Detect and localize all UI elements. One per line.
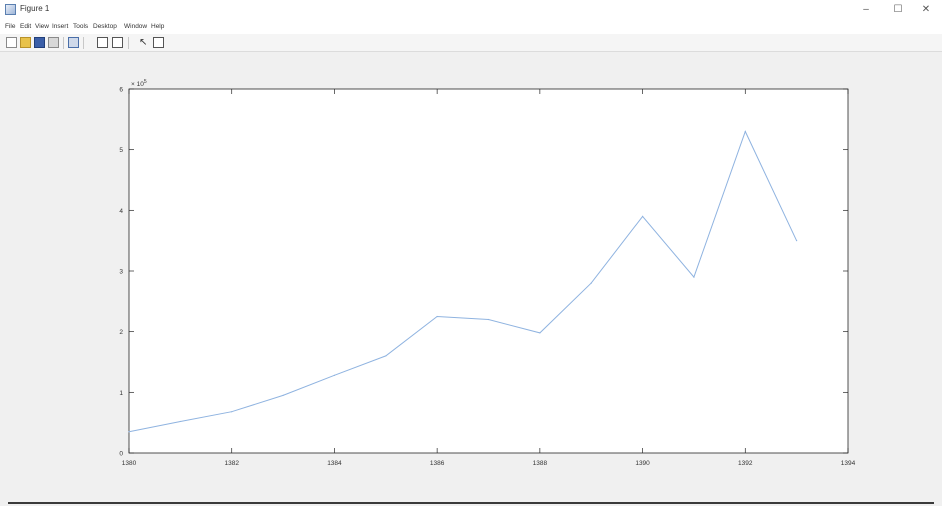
y-tick-label: 0 [119, 451, 123, 458]
menu-tools[interactable]: Tools [73, 23, 89, 30]
figure-toolbar: ↖ [0, 34, 942, 52]
matlab-figure-icon [5, 4, 16, 15]
data-point [179, 420, 181, 423]
menu-edit[interactable]: Edit [20, 23, 32, 30]
window-bottom-border [8, 502, 934, 504]
data-point [282, 394, 284, 396]
x-tick-label: 1380 [122, 460, 137, 467]
x-tick-label: 1386 [430, 460, 445, 467]
y-tick-label: 4 [119, 208, 123, 215]
data-point [744, 130, 746, 133]
y-tick-label: 5 [119, 147, 123, 154]
data-point [128, 431, 130, 433]
menu-insert[interactable]: Insert [52, 23, 69, 30]
y-tick-label: 2 [119, 329, 123, 336]
window-title: Figure 1 [20, 4, 50, 13]
axis-ticks [128, 88, 849, 454]
data-point [385, 355, 387, 357]
line-plot: 1380 1382 1384 1386 1388 1390 1392 13940123456 … [119, 79, 855, 468]
x-tick-label: 1384 [327, 460, 342, 467]
tick-labels: 1380 1382 1384 1386 1388 1390 1392 1394 0 1 2 3 4 5 6 [119, 87, 855, 468]
menu-desktop[interactable]: Desktop [93, 23, 117, 30]
y-exponent-label: × 105 [131, 79, 147, 88]
menu-view[interactable]: View [35, 23, 49, 30]
save-icon[interactable] [34, 37, 45, 48]
toolbar-separator [83, 37, 84, 49]
show-plot-tools-icon[interactable] [153, 37, 164, 48]
data-point [487, 318, 490, 321]
data-point [796, 240, 798, 242]
new-figure-icon[interactable] [6, 37, 17, 48]
title-bar: Figure 1 – ☐ ✕ [0, 0, 942, 20]
x-tick-label: 1394 [841, 460, 856, 467]
data-point [641, 215, 644, 217]
data-point [231, 411, 233, 413]
y-tick-label: 3 [119, 269, 123, 276]
toolbar-separator [63, 37, 64, 49]
x-tick-label: 1388 [533, 460, 548, 467]
open-file-icon[interactable] [20, 37, 31, 48]
figure-canvas: 1380 1382 1384 1386 1388 1390 1392 1394 0 1 2 3 4 5 6 … [0, 52, 942, 506]
data-points [128, 130, 798, 433]
insert-legend-icon[interactable] [112, 37, 123, 48]
x-tick-label: 1392 [738, 460, 753, 467]
minimize-button[interactable]: – [863, 4, 869, 15]
link-plot-icon[interactable] [68, 37, 79, 48]
y-tick-label: 6 [119, 87, 123, 94]
x-tick-label: 1390 [635, 460, 650, 467]
close-button[interactable]: ✕ [921, 4, 931, 15]
x-tick-label: 1382 [224, 460, 239, 467]
maximize-button[interactable]: ☐ [893, 4, 903, 15]
menu-bar: File Edit View Insert Tools Desktop Wind… [0, 20, 942, 34]
toolbar-separator [128, 37, 129, 49]
menu-window[interactable]: Window [124, 23, 148, 30]
insert-colorbar-icon[interactable] [97, 37, 108, 48]
y-tick-label: 1 [119, 390, 123, 397]
data-point [539, 332, 541, 334]
menu-help[interactable]: Help [151, 23, 165, 30]
menu-file[interactable]: File [5, 23, 16, 30]
data-point [333, 374, 336, 376]
series-line [128, 130, 798, 433]
print-icon[interactable] [48, 37, 59, 48]
data-point [693, 276, 695, 278]
data-point [590, 282, 592, 284]
data-point [436, 315, 438, 318]
edit-plot-icon[interactable]: ↖ [139, 37, 148, 48]
axes-background [129, 89, 848, 453]
